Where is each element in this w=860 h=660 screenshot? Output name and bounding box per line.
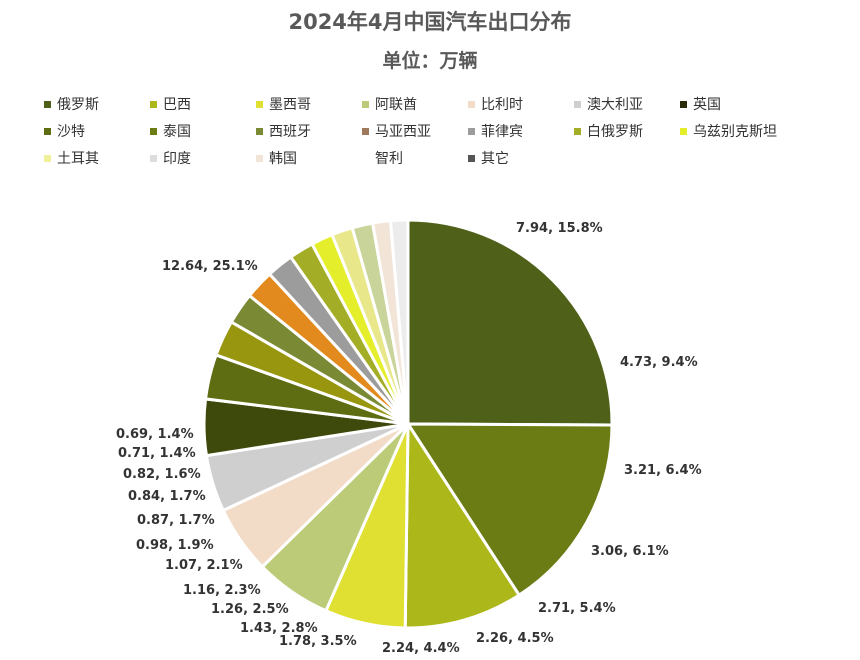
- data-label: 3.21, 6.4%: [624, 463, 702, 478]
- legend-label: 阿联酋: [375, 97, 417, 113]
- legend-item: 泰国: [150, 121, 191, 141]
- legend-item: 土耳其: [44, 148, 99, 168]
- legend-swatch: [256, 154, 263, 162]
- legend-label: 俄罗斯: [57, 97, 99, 113]
- legend-item: 智利: [362, 148, 403, 168]
- legend-swatch: [150, 154, 157, 162]
- pie-slice: [388, 218, 410, 425]
- chart-subtitle: 单位：万辆: [382, 50, 478, 72]
- data-label: 2.26, 4.5%: [476, 631, 554, 646]
- legend-item: 巴西: [150, 94, 191, 114]
- legend-swatch: [680, 100, 687, 108]
- legend-label: 比利时: [481, 97, 523, 113]
- legend-label: 西班牙: [269, 124, 311, 140]
- legend-swatch: [44, 100, 51, 108]
- legend-label: 印度: [163, 151, 191, 167]
- data-label: 1.26, 2.5%: [211, 602, 289, 617]
- data-label: 0.69, 1.4%: [116, 427, 194, 442]
- legend-label: 白俄罗斯: [587, 124, 643, 140]
- data-label: 0.71, 1.4%: [118, 446, 196, 461]
- data-label: 4.73, 9.4%: [620, 355, 698, 370]
- legend-label: 韩国: [269, 151, 297, 167]
- chart-title: 2024年4月中国汽车出口分布: [288, 10, 572, 34]
- legend-item: 沙特: [44, 121, 85, 141]
- legend-label: 智利: [375, 151, 403, 167]
- legend-item: 其它: [468, 148, 509, 168]
- data-label: 0.87, 1.7%: [137, 513, 215, 528]
- legend-swatch: [468, 154, 475, 162]
- legend-item: 英国: [680, 94, 721, 114]
- data-label: 1.43, 2.8%: [240, 621, 318, 636]
- legend-swatch: [574, 127, 581, 135]
- legend-label: 泰国: [163, 124, 191, 140]
- legend-item: 俄罗斯: [44, 94, 99, 114]
- legend-label: 英国: [693, 97, 721, 113]
- pie-slice: [406, 218, 614, 427]
- data-label: 1.16, 2.3%: [183, 583, 261, 598]
- legend-swatch: [44, 154, 51, 162]
- legend-swatch: [150, 127, 157, 135]
- legend-item: 阿联酋: [362, 94, 417, 114]
- pie-slice: [403, 419, 522, 630]
- legend-item: 菲律宾: [468, 121, 523, 141]
- legend-swatch: [362, 100, 369, 108]
- pie-slice: [405, 422, 614, 598]
- legend-label: 马亚西亚: [375, 124, 431, 140]
- data-label: 2.24, 4.4%: [382, 641, 460, 656]
- legend-label: 墨西哥: [269, 97, 311, 113]
- legend-item: 乌兹别克斯坦: [680, 121, 777, 141]
- legend-label: 菲律宾: [481, 124, 523, 140]
- data-label: 2.71, 5.4%: [538, 601, 616, 616]
- data-label: 0.98, 1.9%: [136, 538, 214, 553]
- data-label: 1.07, 2.1%: [165, 558, 243, 573]
- legend-label: 澳大利亚: [587, 97, 643, 113]
- legend-swatch: [574, 100, 581, 108]
- legend-label: 其它: [481, 151, 509, 167]
- data-label: 0.82, 1.6%: [123, 467, 201, 482]
- legend-item: 白俄罗斯: [574, 121, 643, 141]
- legend-swatch: [256, 127, 263, 135]
- data-label: 7.94, 15.8%: [516, 221, 603, 236]
- legend-label: 沙特: [57, 124, 85, 140]
- legend-item: 印度: [150, 148, 191, 168]
- data-label: 1.78, 3.5%: [279, 634, 357, 649]
- data-label: 12.64, 25.1%: [162, 259, 258, 274]
- legend-item: 西班牙: [256, 121, 311, 141]
- legend-item: 墨西哥: [256, 94, 311, 114]
- legend-item: 澳大利亚: [574, 94, 643, 114]
- legend-swatch: [362, 154, 369, 162]
- legend-swatch: [468, 127, 475, 135]
- data-label: 3.06, 6.1%: [591, 544, 669, 559]
- legend-swatch: [256, 100, 263, 108]
- legend-item: 韩国: [256, 148, 297, 168]
- legend-label: 乌兹别克斯坦: [693, 124, 777, 140]
- legend-label: 巴西: [163, 97, 191, 113]
- legend-swatch: [468, 100, 475, 108]
- legend-swatch: [680, 127, 687, 135]
- legend-swatch: [362, 127, 369, 135]
- data-label: 0.84, 1.7%: [128, 489, 206, 504]
- legend-swatch: [150, 100, 157, 108]
- legend-item: 比利时: [468, 94, 523, 114]
- legend-item: 马亚西亚: [362, 121, 431, 141]
- legend-swatch: [44, 127, 51, 135]
- legend-label: 土耳其: [57, 151, 99, 167]
